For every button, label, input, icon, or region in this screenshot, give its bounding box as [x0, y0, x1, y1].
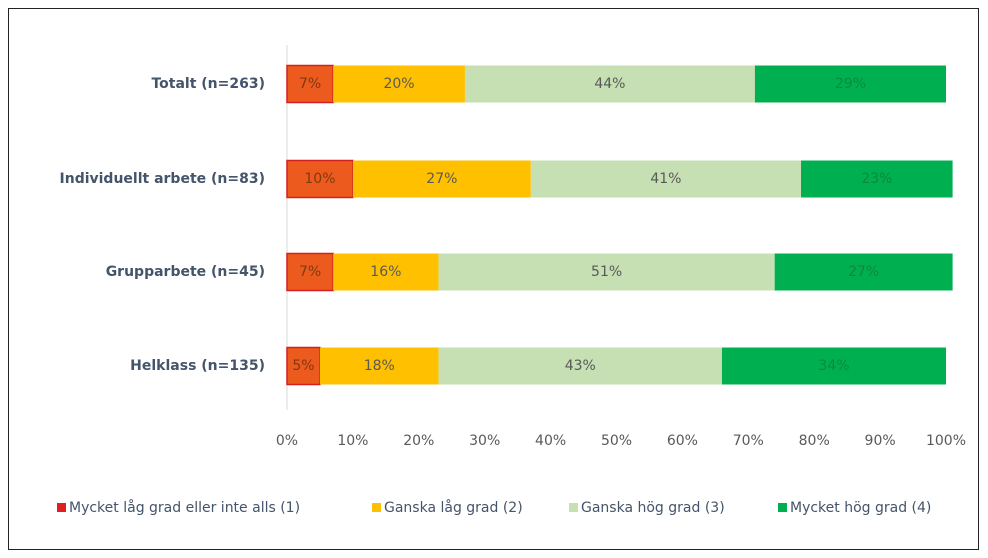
- bar-segment: [352, 160, 531, 198]
- legend-marker: [778, 503, 787, 512]
- x-tick-label: 0%: [276, 433, 298, 449]
- value-label: 29%: [835, 76, 866, 92]
- bar-segment: [319, 347, 439, 385]
- value-label: 7%: [299, 76, 321, 92]
- legend-marker: [569, 503, 578, 512]
- legend-marker: [372, 503, 381, 512]
- x-tick-label: 20%: [403, 433, 434, 449]
- bar-segment: [721, 347, 946, 385]
- bar-segment: [286, 64, 334, 104]
- value-label: 44%: [594, 76, 625, 92]
- value-label: 18%: [364, 358, 395, 374]
- x-tick-label: 50%: [601, 433, 632, 449]
- value-label: 7%: [299, 264, 321, 280]
- value-label: 20%: [383, 76, 414, 92]
- bar-segment: [438, 347, 722, 385]
- bar-segment: [464, 65, 755, 103]
- value-label: 27%: [848, 264, 879, 280]
- bar-segment: [333, 65, 465, 103]
- category-label: Grupparbete (n=45): [106, 264, 265, 280]
- bar-segment: [286, 346, 321, 386]
- x-tick-label: 10%: [337, 433, 368, 449]
- x-tick-label: 30%: [469, 433, 500, 449]
- value-label: 41%: [650, 171, 681, 187]
- x-tick-label: 70%: [733, 433, 764, 449]
- value-label: 16%: [370, 264, 401, 280]
- value-label: 51%: [591, 264, 622, 280]
- x-tick-label: 40%: [535, 433, 566, 449]
- bar-segment: [530, 160, 802, 198]
- value-label: 10%: [304, 171, 335, 187]
- bar-segment: [286, 159, 354, 199]
- x-tick-label: 80%: [799, 433, 830, 449]
- bar-segment: [754, 65, 946, 103]
- bar-segment: [774, 253, 953, 291]
- bar-segment: [333, 253, 439, 291]
- value-label: 27%: [426, 171, 457, 187]
- value-label: 5%: [292, 358, 314, 374]
- category-label: Helklass (n=135): [130, 358, 265, 374]
- x-tick-label: 90%: [865, 433, 896, 449]
- legend-label: Ganska hög grad (3): [581, 500, 725, 516]
- bar-segment: [801, 160, 953, 198]
- x-tick-label: 100%: [926, 433, 966, 449]
- legend-marker: [57, 503, 66, 512]
- value-label: 43%: [565, 358, 596, 374]
- bar-segment: [438, 253, 775, 291]
- legend-label: Ganska låg grad (2): [384, 499, 523, 516]
- x-tick-label: 60%: [667, 433, 698, 449]
- legend-label: Mycket låg grad eller inte alls (1): [69, 499, 300, 516]
- bar-segment: [286, 252, 334, 292]
- value-label: 34%: [818, 358, 849, 374]
- category-label: Totalt (n=263): [151, 76, 265, 92]
- category-label: Individuellt arbete (n=83): [60, 171, 265, 187]
- legend-label: Mycket hög grad (4): [790, 500, 931, 516]
- value-label: 23%: [861, 171, 892, 187]
